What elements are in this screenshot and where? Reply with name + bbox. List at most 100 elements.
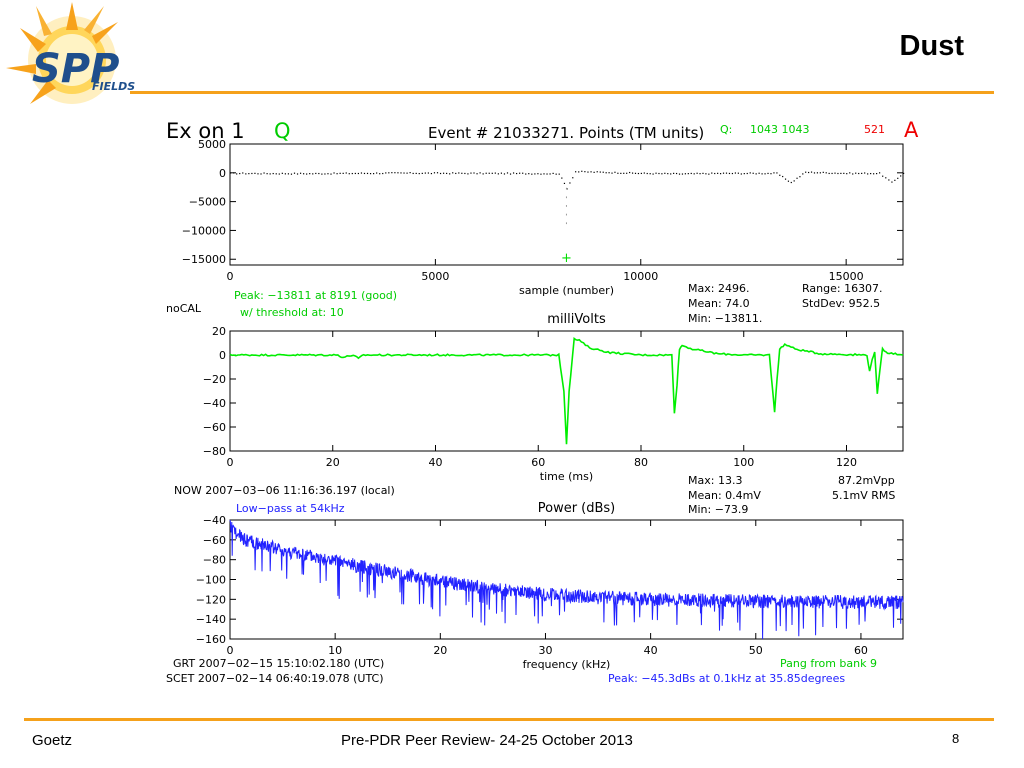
data-point: [664, 172, 666, 174]
data-point: [342, 172, 344, 174]
x-axis-label: sample (number): [519, 284, 614, 297]
mv-min: Min: −73.9: [688, 503, 748, 516]
y-tick-label: −60: [203, 534, 226, 547]
data-point: [810, 171, 813, 173]
y-tick-label: 0: [219, 167, 226, 180]
data-point: [722, 172, 725, 174]
data-point: [351, 172, 353, 175]
logo-spp: SPP: [32, 46, 119, 92]
data-point: [519, 172, 521, 174]
data-point: [233, 172, 235, 174]
x-tick-label: 15000: [829, 270, 864, 283]
series-line: [229, 336, 904, 445]
data-point: [248, 173, 250, 175]
data-point: [602, 171, 604, 173]
data-point: [373, 173, 375, 175]
data-point: [543, 173, 545, 175]
data-point: [528, 173, 530, 175]
data-point: [239, 172, 241, 175]
y-tick-label: 5000: [198, 138, 226, 151]
data-point: [427, 172, 429, 174]
data-point: [673, 172, 675, 174]
data-point: [852, 173, 854, 175]
data-point: [506, 172, 509, 174]
x-tick-label: 120: [836, 456, 857, 469]
data-point: [746, 172, 748, 175]
x-tick-label: 5000: [421, 270, 449, 283]
y-tick-label: −15000: [182, 253, 226, 266]
data-point: [761, 173, 763, 175]
x-tick-label: 10: [328, 644, 342, 657]
data-point: [306, 173, 308, 175]
data-point: [406, 172, 408, 174]
data-point: [552, 172, 554, 174]
data-point: [482, 173, 484, 175]
data-point: [458, 172, 460, 174]
data-point: [764, 173, 766, 175]
data-point: [254, 172, 256, 174]
data-point: [717, 172, 719, 174]
x-tick-label: 50: [749, 644, 763, 657]
x-tick-label: 0: [227, 270, 234, 283]
data-point: [731, 172, 734, 175]
data-point: [546, 173, 548, 175]
plot-frame: [229, 143, 904, 266]
data-point: [708, 173, 710, 175]
data-point: [569, 182, 571, 184]
data-point: [740, 173, 742, 175]
data-point: [366, 172, 369, 175]
data-point: [758, 172, 760, 174]
plot-frame: [229, 519, 904, 640]
data-point: [752, 172, 754, 174]
peak-db-label: Peak: −45.3dBs at 0.1kHz at 35.85degrees: [608, 672, 845, 685]
data-point: [784, 178, 787, 180]
y-tick-label: −40: [203, 397, 226, 410]
data-point: [687, 173, 689, 175]
data-point: [802, 173, 804, 175]
data-point: [287, 173, 290, 175]
data-point: [430, 172, 433, 175]
data-point: [831, 172, 833, 175]
channel-label: Ex on 1: [166, 119, 245, 143]
data-point: [793, 180, 795, 182]
data-point: [534, 173, 536, 175]
data-point: [558, 173, 560, 175]
data-point: [303, 173, 305, 175]
data-point: [825, 172, 827, 174]
data-point: [561, 177, 563, 179]
data-point: [563, 182, 566, 185]
data-point: [421, 172, 423, 174]
q-values: 1043 1043: [750, 123, 810, 136]
data-point: [693, 173, 695, 175]
data-point: [299, 172, 302, 174]
data-point: [605, 172, 607, 174]
data-point: [696, 172, 698, 174]
data-point: [699, 173, 701, 175]
y-tick-label: −140: [196, 613, 226, 626]
data-point: [652, 173, 654, 175]
x-tick-label: 100: [733, 456, 754, 469]
data-point: [888, 179, 890, 181]
data-point: [436, 172, 439, 174]
footer-event: Pre-PDR Peer Review- 24-25 October 2013: [341, 732, 633, 749]
data-point: [796, 177, 798, 179]
mv-rms: 5.1mV RMS: [832, 489, 895, 502]
data-point: [479, 172, 481, 174]
data-point: [755, 173, 757, 175]
data-point: [464, 172, 466, 175]
y-tick-label: −20: [203, 373, 226, 386]
y-tick-label: −80: [203, 445, 226, 458]
data-point: [415, 172, 417, 175]
data-point: [849, 172, 851, 174]
data-point: [790, 181, 792, 184]
data-point: [799, 176, 801, 178]
a-flag: A: [904, 118, 919, 142]
page-number: 8: [952, 731, 960, 746]
data-point: [403, 172, 405, 174]
data-point: [318, 172, 320, 175]
data-point: [333, 172, 335, 174]
tm-min: Min: −13811.: [688, 312, 762, 325]
data-point: [608, 172, 610, 174]
y-tick-label: −80: [203, 554, 226, 567]
